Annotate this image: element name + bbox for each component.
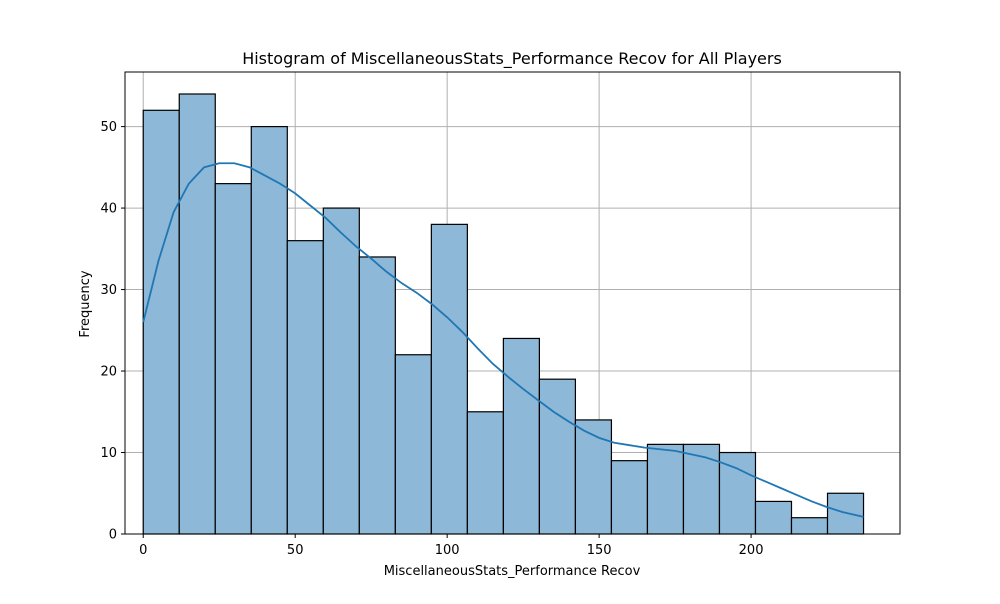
histogram-bar — [430, 223, 468, 535]
histogram-bar — [214, 183, 252, 535]
y-axis-label: Frequency — [78, 270, 93, 337]
x-axis-label: MiscellaneousStats_Performance Recov — [384, 564, 641, 579]
histogram-bar — [610, 460, 649, 535]
y-tick-label: 10 — [100, 446, 117, 461]
axes-layer — [124, 71, 901, 535]
chart-title: Histogram of MiscellaneousStats_Performa… — [242, 49, 782, 69]
histogram-bar — [502, 337, 540, 535]
histogram-bar — [358, 256, 396, 535]
bars-layer — [142, 93, 865, 535]
histogram-bar — [754, 500, 793, 535]
kde-layer — [142, 162, 864, 518]
histogram-bar — [178, 93, 216, 535]
plot-frame — [124, 71, 901, 535]
histogram-bar — [790, 517, 829, 535]
y-tick-label: 20 — [100, 365, 117, 380]
histogram-bar — [394, 354, 432, 535]
y-tick-label: 0 — [109, 528, 117, 543]
ticks-layer: 0 50 100 150 200 0 10 20 30 40 50 — [100, 120, 763, 558]
histogram-bar — [250, 125, 288, 535]
histogram-bar — [286, 240, 324, 535]
x-tick-label: 200 — [739, 543, 764, 558]
histogram-bar — [322, 207, 360, 535]
x-tick-label: 0 — [139, 543, 147, 558]
y-tick-label: 40 — [100, 202, 117, 217]
histogram-bar — [142, 109, 180, 535]
x-tick-label: 150 — [587, 543, 612, 558]
x-tick-label: 100 — [435, 543, 460, 558]
x-tick-label: 50 — [287, 543, 304, 558]
histogram-bar — [682, 443, 721, 535]
histogram-bar — [646, 443, 685, 535]
histogram-bar — [718, 451, 757, 535]
histogram-bar — [466, 411, 504, 535]
histogram-bar — [538, 378, 577, 535]
histogram-bar — [574, 419, 613, 535]
kde-line — [142, 162, 864, 518]
y-tick-label: 30 — [100, 283, 117, 298]
y-tick-label: 50 — [100, 120, 117, 135]
